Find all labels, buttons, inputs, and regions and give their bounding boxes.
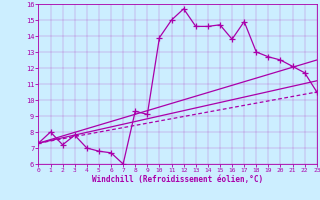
X-axis label: Windchill (Refroidissement éolien,°C): Windchill (Refroidissement éolien,°C) xyxy=(92,175,263,184)
